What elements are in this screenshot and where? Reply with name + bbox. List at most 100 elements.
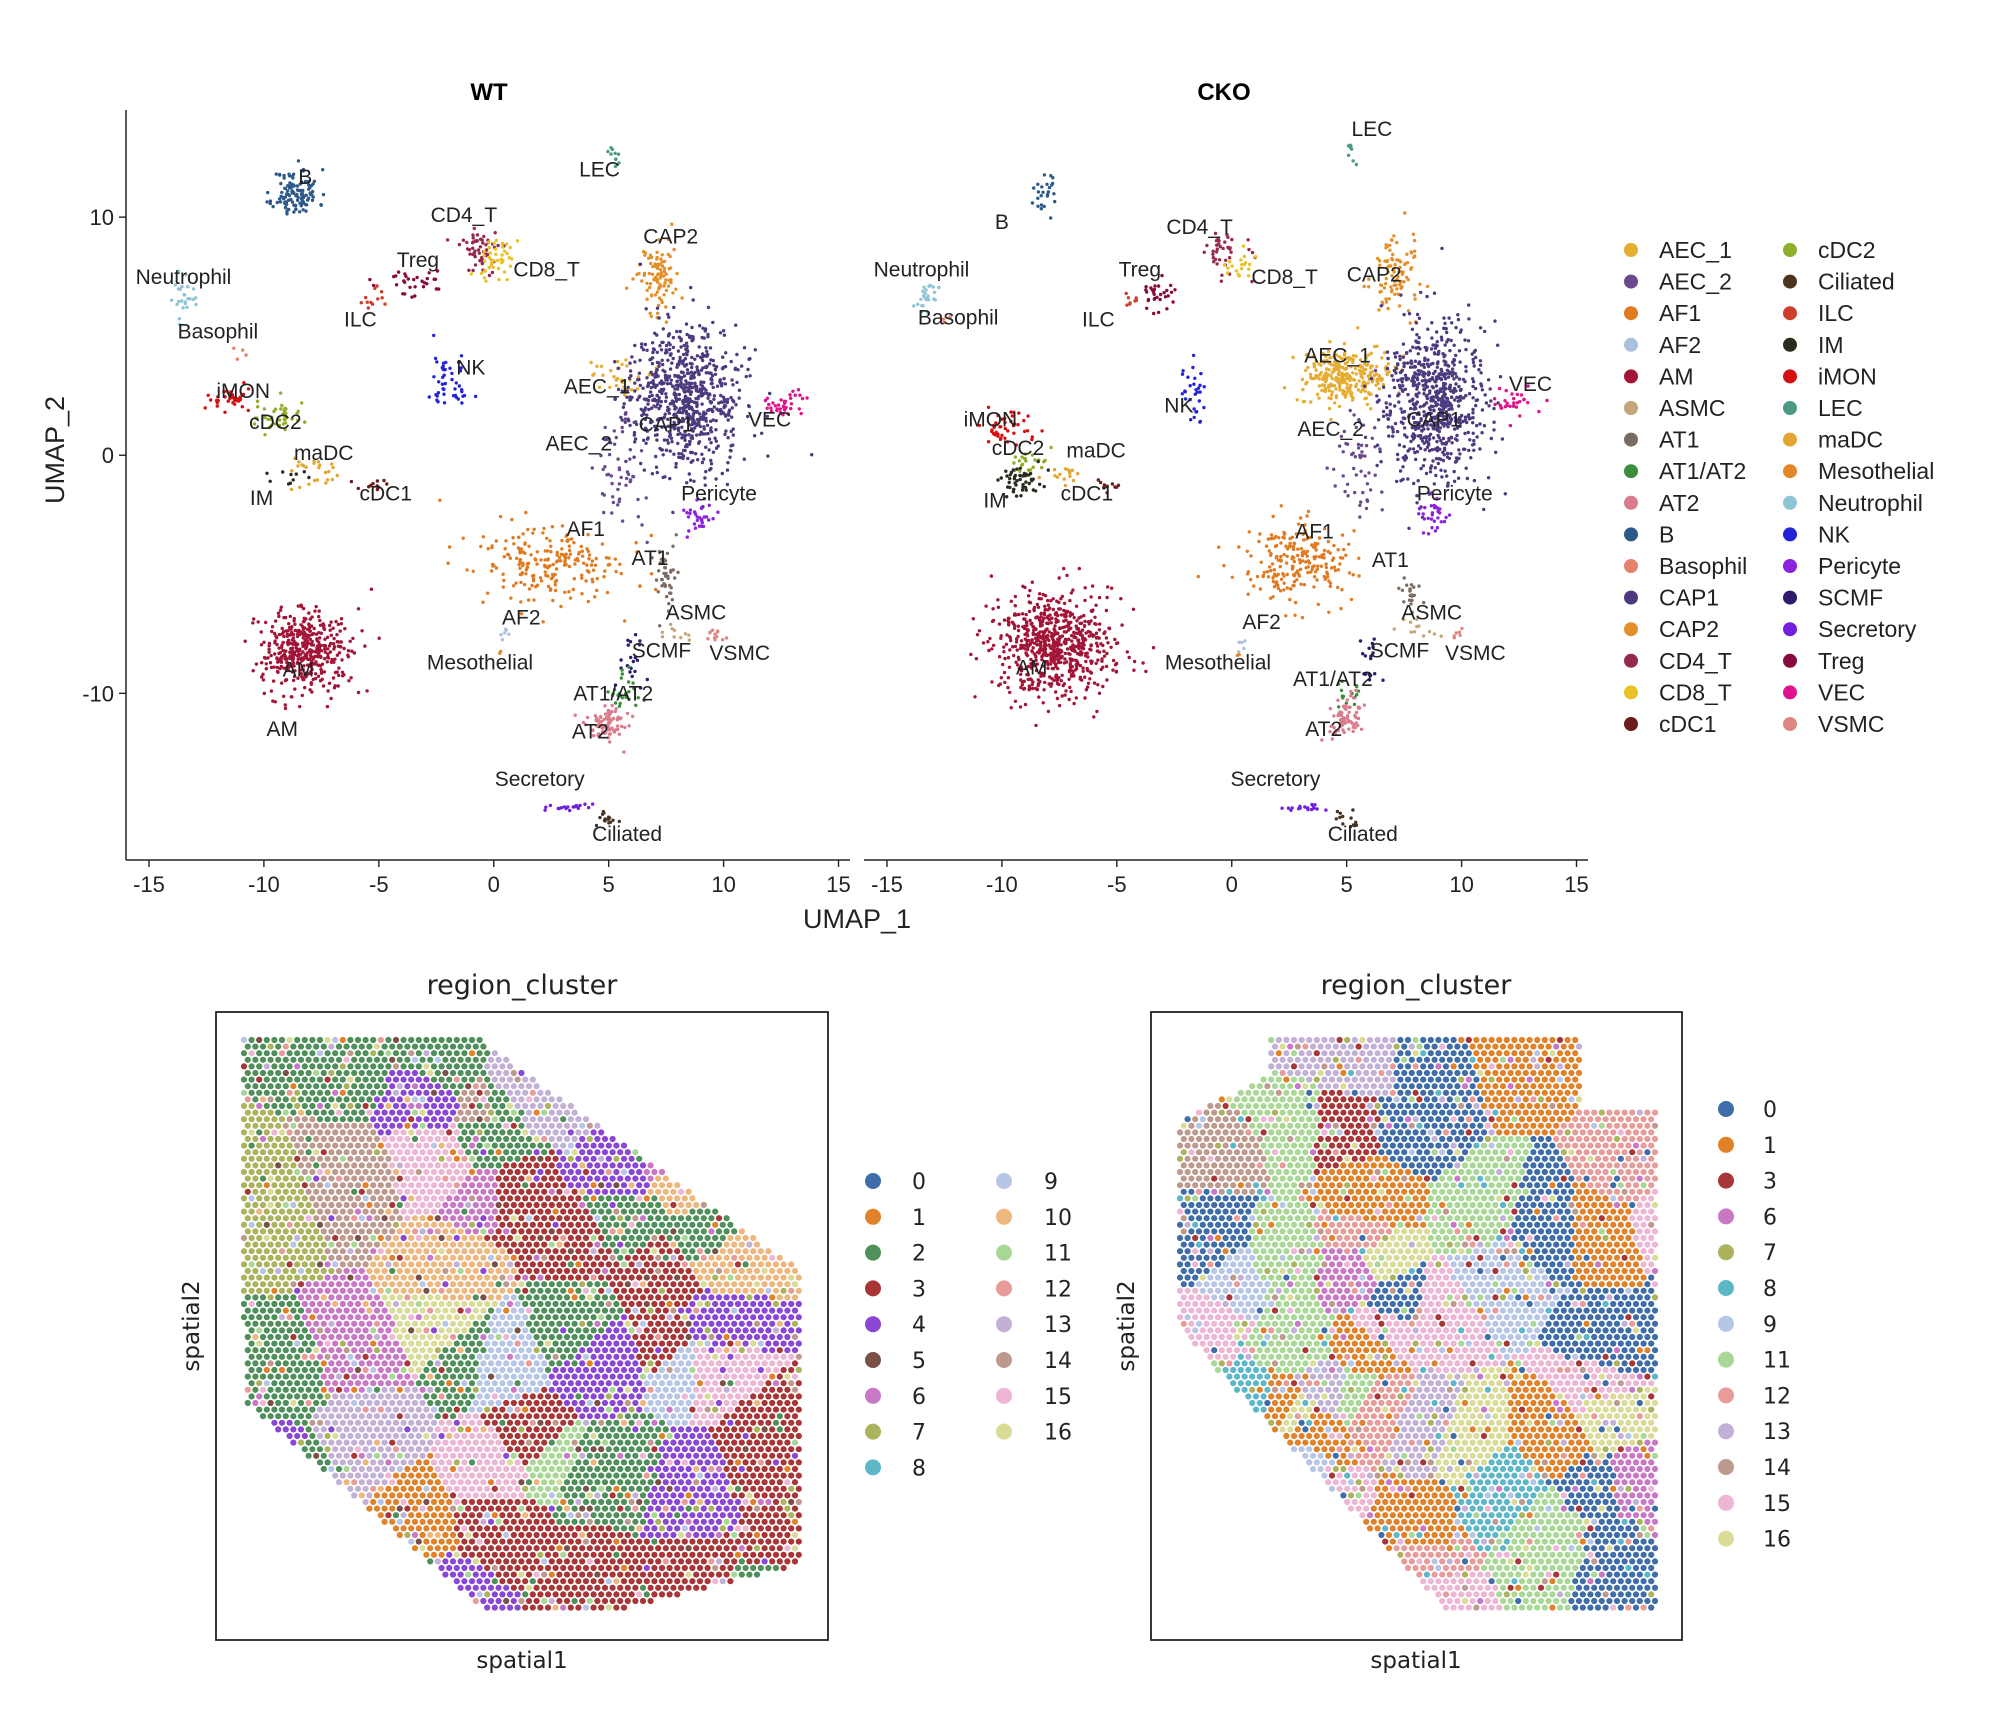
umap-point bbox=[1358, 503, 1362, 508]
umap-point bbox=[670, 222, 674, 226]
umap-point bbox=[526, 527, 530, 532]
umap-point bbox=[303, 202, 307, 206]
umap-point bbox=[789, 396, 793, 400]
umap-point bbox=[1033, 489, 1038, 493]
umap-point bbox=[645, 429, 650, 433]
umap-point bbox=[628, 398, 632, 402]
umap-point bbox=[1296, 553, 1300, 558]
umap-point bbox=[709, 462, 714, 466]
umap-point bbox=[1463, 379, 1467, 384]
umap-point bbox=[1406, 392, 1410, 397]
umap-point bbox=[1395, 429, 1400, 434]
umap-point bbox=[1417, 624, 1421, 628]
umap-point bbox=[1285, 586, 1290, 590]
umap-point bbox=[280, 190, 284, 195]
umap-point bbox=[487, 256, 492, 260]
umap-point bbox=[1042, 484, 1046, 489]
umap-point bbox=[660, 584, 664, 588]
umap-point bbox=[1384, 297, 1388, 301]
umap-point bbox=[1460, 626, 1464, 631]
umap-point bbox=[698, 432, 702, 437]
umap-point bbox=[624, 411, 628, 415]
umap-point bbox=[628, 670, 632, 674]
umap-point bbox=[1084, 651, 1088, 656]
umap-point bbox=[1457, 404, 1461, 408]
umap-point bbox=[500, 245, 505, 249]
umap-point bbox=[627, 665, 631, 669]
umap-point bbox=[1337, 385, 1342, 389]
umap-point bbox=[1011, 622, 1016, 626]
umap-point bbox=[568, 548, 572, 553]
umap-point bbox=[1379, 289, 1383, 294]
umap-point bbox=[618, 716, 622, 721]
umap-point bbox=[1464, 466, 1468, 470]
umap-point bbox=[1337, 705, 1341, 709]
umap-point bbox=[1447, 456, 1452, 461]
umap-point bbox=[1018, 469, 1022, 473]
umap-point bbox=[567, 544, 571, 548]
umap-point bbox=[1415, 333, 1419, 337]
umap-point bbox=[1327, 389, 1332, 393]
umap-point bbox=[1247, 247, 1251, 252]
umap-point bbox=[427, 395, 431, 399]
umap-point bbox=[649, 419, 653, 423]
umap-point bbox=[215, 404, 219, 408]
umap-point bbox=[518, 561, 522, 565]
umap-point bbox=[1304, 566, 1308, 570]
umap-point bbox=[715, 384, 720, 388]
umap-point bbox=[563, 590, 567, 594]
umap-point bbox=[629, 388, 634, 392]
umap-point bbox=[1032, 186, 1036, 190]
umap-point bbox=[641, 386, 645, 390]
umap-point bbox=[521, 532, 525, 536]
umap-point bbox=[1305, 549, 1310, 554]
umap-point bbox=[664, 392, 668, 396]
umap-point bbox=[1255, 574, 1260, 579]
umap-point bbox=[1363, 435, 1368, 439]
umap-point bbox=[1348, 143, 1353, 147]
umap-point bbox=[1468, 438, 1472, 442]
umap-point bbox=[1276, 583, 1280, 588]
umap-point bbox=[629, 478, 633, 482]
umap-point bbox=[1098, 622, 1102, 626]
umap-point bbox=[708, 371, 712, 375]
umap-point bbox=[1006, 656, 1011, 660]
umap-point bbox=[667, 332, 672, 336]
umap-point bbox=[709, 407, 713, 412]
umap-point bbox=[685, 481, 689, 485]
umap-point bbox=[647, 256, 651, 260]
umap-point bbox=[310, 189, 315, 194]
umap-point bbox=[290, 174, 294, 179]
umap-point bbox=[620, 418, 624, 422]
umap-point bbox=[491, 265, 495, 269]
umap-point bbox=[1134, 296, 1138, 300]
umap-point bbox=[1380, 508, 1384, 512]
umap-point bbox=[412, 277, 416, 282]
umap-point bbox=[287, 198, 291, 202]
umap-point bbox=[1034, 723, 1038, 728]
umap-point bbox=[703, 329, 707, 333]
umap-point bbox=[660, 362, 665, 367]
umap-point bbox=[1442, 448, 1447, 452]
umap-point bbox=[726, 418, 730, 422]
umap-point bbox=[1166, 294, 1170, 298]
umap-point bbox=[1401, 456, 1406, 460]
umap-point bbox=[1349, 383, 1353, 387]
umap-point bbox=[559, 604, 563, 609]
umap-point bbox=[1489, 399, 1493, 403]
umap-point bbox=[291, 636, 296, 640]
umap-point bbox=[1271, 514, 1275, 519]
umap-point bbox=[1445, 474, 1449, 478]
umap-point bbox=[1281, 572, 1285, 576]
umap-point bbox=[1403, 211, 1407, 215]
umap-point bbox=[771, 401, 775, 405]
umap-point bbox=[1104, 664, 1109, 669]
umap-point bbox=[1422, 362, 1426, 367]
umap-point bbox=[176, 299, 181, 304]
umap-point bbox=[1442, 453, 1447, 457]
umap-point bbox=[692, 375, 696, 379]
umap-point bbox=[711, 517, 715, 521]
umap-point bbox=[1230, 264, 1234, 268]
umap-point bbox=[437, 380, 441, 384]
umap-point bbox=[612, 375, 616, 379]
